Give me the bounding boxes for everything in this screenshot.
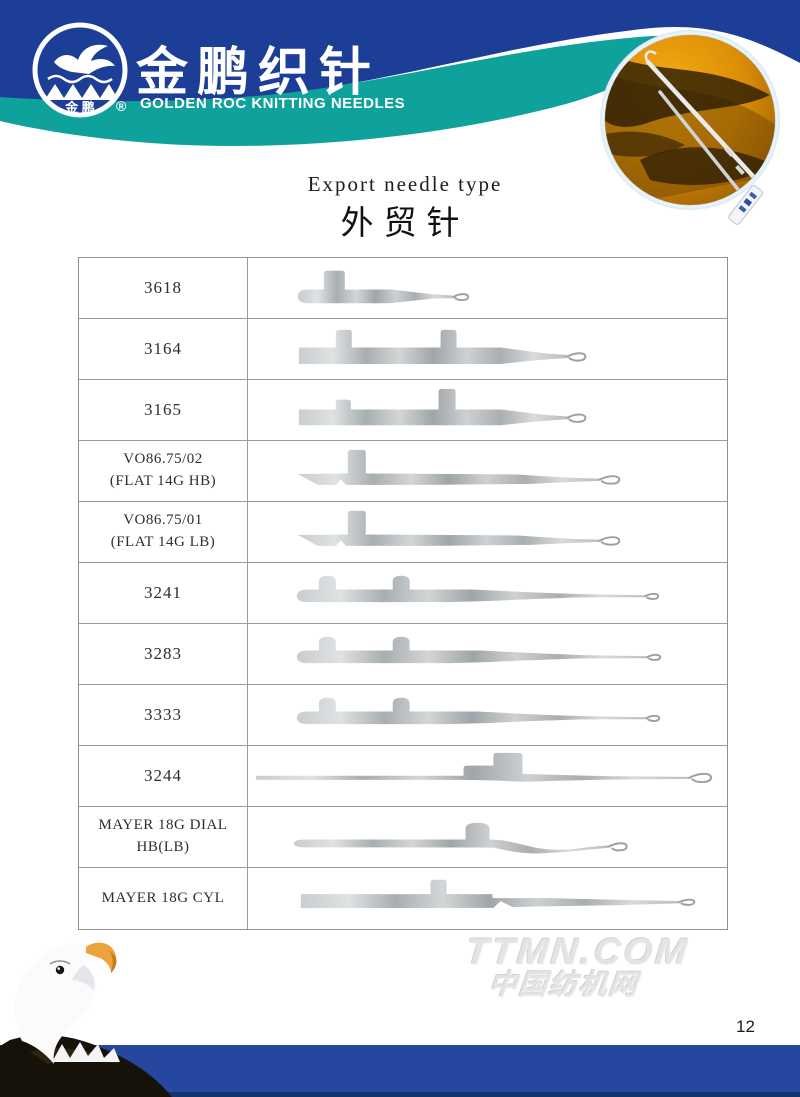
needle-illustration-cell — [248, 685, 727, 745]
needle-illustration-cell — [248, 380, 727, 440]
needle-body — [300, 879, 680, 909]
needle-illustration-cell — [248, 868, 727, 929]
needle-table: 3618 3164 3165 VO86.75/02 (FLAT 14G HB) VO86.… — [78, 257, 728, 930]
needle-body — [298, 329, 568, 365]
needle-hook — [646, 653, 662, 661]
table-row: MAYER 18G CYL — [79, 868, 727, 929]
brand-name-cn: 金鹏织针 — [136, 44, 381, 102]
roc-bird-icon — [54, 44, 115, 74]
table-row: 3283 — [79, 624, 727, 685]
brand-logo: 金 鹏 — [32, 22, 128, 123]
logo-mountains — [46, 84, 115, 100]
logo-text: 金 鹏 — [64, 100, 95, 115]
needle-body — [296, 636, 648, 664]
needle-hook — [452, 293, 470, 302]
needle-hook — [598, 536, 621, 546]
header-decoration — [0, 0, 800, 225]
needle-model-label: 3241 — [79, 563, 248, 623]
needle-illustration — [298, 388, 587, 426]
logo-wave-line — [47, 74, 113, 84]
needle-illustration — [298, 329, 587, 365]
needle-body — [297, 510, 600, 546]
needle-model-label: VO86.75/02 (FLAT 14G HB) — [79, 441, 248, 501]
needle-model-label: 3333 — [79, 685, 248, 745]
brand-name-en: GOLDEN ROC KNITTING NEEDLES — [140, 95, 406, 112]
needle-illustration — [255, 752, 713, 784]
needle-model-label: 3165 — [79, 380, 248, 440]
needle-body — [296, 697, 647, 725]
section-title-cn: 外贸针 — [340, 206, 470, 242]
needle-illustration-cell — [248, 624, 727, 684]
table-row: VO86.75/02 (FLAT 14G HB) — [79, 441, 727, 502]
needle-body — [297, 449, 600, 485]
needle-model-label: 3618 — [79, 258, 248, 318]
needle-illustration — [296, 575, 660, 603]
eagle-photo — [0, 940, 185, 1097]
needle-hook — [566, 413, 587, 423]
needle-hook — [566, 352, 587, 362]
needle-illustration — [297, 449, 621, 485]
needle-illustration — [296, 697, 661, 725]
needle-model-label: VO86.75/01 (FLAT 14G LB) — [79, 502, 248, 562]
section-title-en: Export needle type — [307, 172, 503, 196]
needle-illustration-cell — [248, 502, 727, 562]
needle-illustration-cell — [248, 746, 727, 806]
needle-tail — [728, 185, 763, 225]
header-wave-teal — [0, 35, 700, 146]
needle-illustration-cell — [248, 258, 727, 318]
table-row: 3618 — [79, 258, 727, 319]
footer-band-edge — [0, 1092, 800, 1097]
needle-illustration-cell — [248, 441, 727, 501]
table-row: 3244 — [79, 746, 727, 807]
needle-hook — [645, 714, 661, 722]
needle-body — [297, 270, 454, 304]
needle-body — [298, 388, 568, 426]
needle-model-label: 3244 — [79, 746, 248, 806]
needle-illustration-cell — [248, 319, 727, 379]
watermark-line2: 中国纺机网 — [487, 969, 641, 1000]
needle-body — [255, 752, 690, 782]
needle-lens-photo — [600, 30, 780, 210]
needle-model-label: 3283 — [79, 624, 248, 684]
table-row: 3333 — [79, 685, 727, 746]
needle-body — [296, 575, 646, 603]
needle-body — [293, 822, 609, 854]
needle-illustration-cell — [248, 563, 727, 623]
needle-model-label: 3164 — [79, 319, 248, 379]
needle-illustration — [296, 636, 662, 664]
header-wave-blue — [0, 0, 800, 102]
page-number: 12 — [736, 1017, 755, 1036]
needle-hook — [644, 592, 660, 600]
needle-model-label: MAYER 18G CYL — [79, 868, 248, 929]
registered-trademark: ® — [116, 98, 127, 114]
needle-illustration — [300, 879, 696, 909]
table-row: VO86.75/01 (FLAT 14G LB) — [79, 502, 727, 563]
needle-model-label: MAYER 18G DIAL HB(LB) — [79, 807, 248, 867]
needle-illustration-cell — [248, 807, 727, 867]
table-row: 3164 — [79, 319, 727, 380]
table-row: 3241 — [79, 563, 727, 624]
needle-hook — [688, 772, 713, 784]
needle-illustration — [293, 822, 628, 854]
needle-hook — [607, 842, 628, 852]
needle-illustration — [297, 270, 470, 304]
table-row: MAYER 18G DIAL HB(LB) — [79, 807, 727, 868]
needle-illustration — [297, 510, 621, 546]
needle-hook — [598, 475, 621, 485]
table-row: 3165 — [79, 380, 727, 441]
needle-hook — [678, 898, 696, 906]
